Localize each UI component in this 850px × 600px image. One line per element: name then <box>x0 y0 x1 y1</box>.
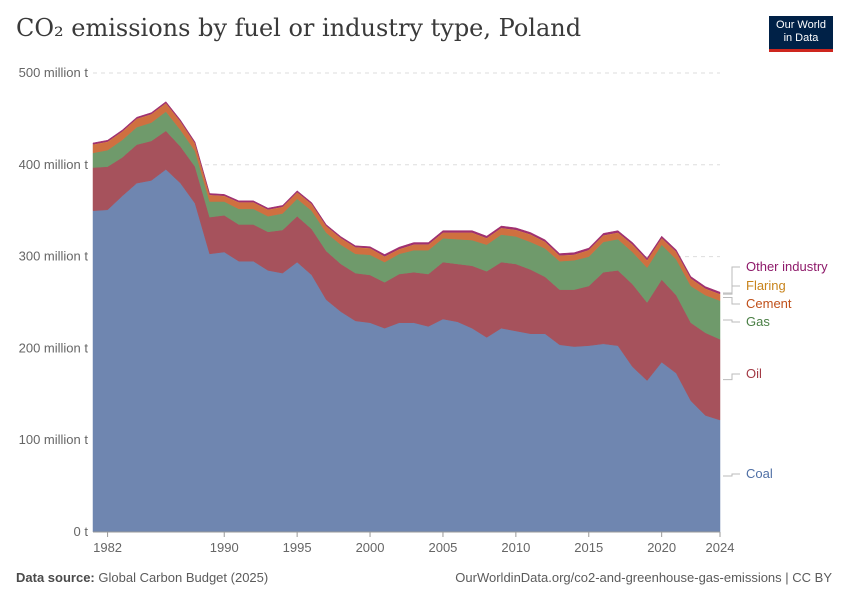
label-leader-other <box>723 266 740 294</box>
series-labels: Other industry Flaring Cement Gas Oil Coal <box>723 259 828 481</box>
label-leader-gas <box>723 319 740 323</box>
x-tick-label: 2005 <box>428 540 457 555</box>
x-tick-label: 2024 <box>706 540 735 555</box>
x-tick-label: 1995 <box>283 540 312 555</box>
x-tick-label: 1990 <box>210 540 239 555</box>
area-other <box>92 101 721 295</box>
chart-areas <box>92 101 721 533</box>
series-label-other: Other industry <box>746 259 828 274</box>
y-tick-label: 0 t <box>74 524 89 539</box>
x-tick-label: 2010 <box>501 540 530 555</box>
owid-logo[interactable]: Our World in Data <box>769 16 833 52</box>
y-tick-label: 400 million t <box>19 157 89 172</box>
series-label-gas: Gas <box>746 314 770 329</box>
data-source: Data source: Global Carbon Budget (2025) <box>16 570 268 585</box>
x-tick-label: 2000 <box>356 540 385 555</box>
label-leader-oil <box>723 373 740 381</box>
series-label-coal: Coal <box>746 466 773 481</box>
y-axis: 0 t 100 million t 200 million t 300 million… <box>19 65 89 539</box>
source-label: Data source: <box>16 570 95 585</box>
x-tick-label: 1982 <box>93 540 122 555</box>
y-tick-label: 500 million t <box>19 65 89 80</box>
y-tick-label: 300 million t <box>19 249 89 264</box>
label-leader-cement <box>723 296 740 305</box>
logo-line-1: Our World <box>776 19 826 31</box>
y-tick-label: 200 million t <box>19 340 89 355</box>
x-tick-label: 2020 <box>647 540 676 555</box>
source-link[interactable]: Global Carbon Budget (2025) <box>98 570 269 585</box>
series-label-flaring: Flaring <box>746 278 786 293</box>
footer-url[interactable]: OurWorldinData.org/co2-and-greenhouse-ga… <box>455 570 832 585</box>
logo-line-2: in Data <box>783 32 819 44</box>
y-tick-label: 100 million t <box>19 432 89 447</box>
x-tick-label: 2015 <box>574 540 603 555</box>
x-axis: 1982 1990 1995 2000 2005 2010 2015 2020 2024 <box>93 531 735 555</box>
series-label-oil: Oil <box>746 366 762 381</box>
chart-title: CO₂ emissions by fuel or industry type, … <box>16 14 582 42</box>
label-leader-coal <box>723 473 740 477</box>
series-label-cement: Cement <box>746 296 792 311</box>
label-leader-flaring <box>723 285 740 295</box>
